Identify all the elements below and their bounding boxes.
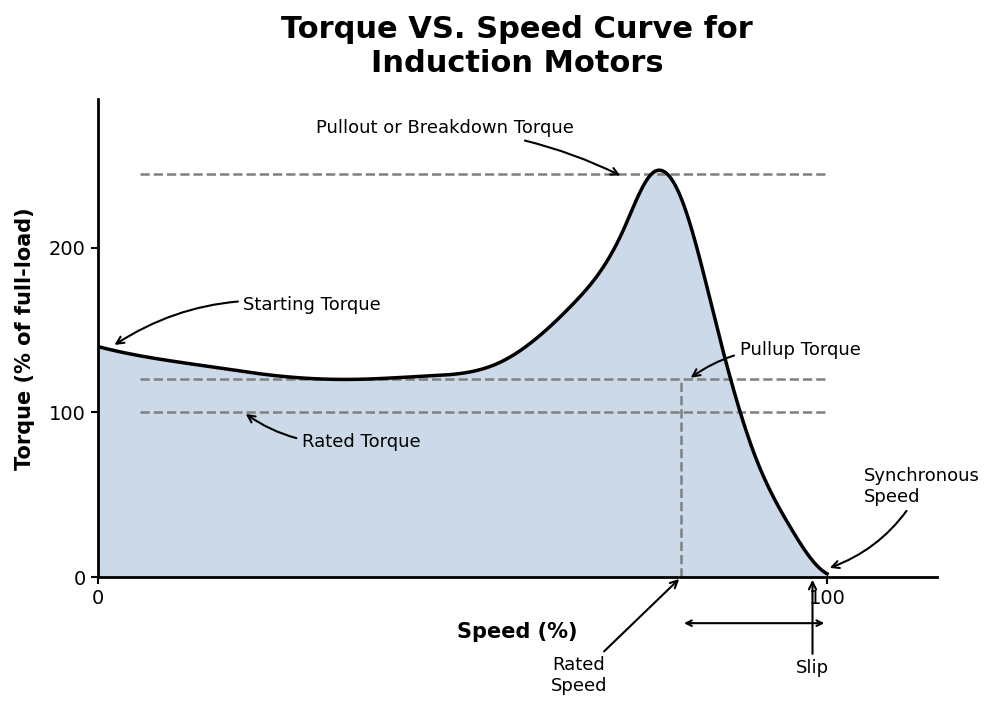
X-axis label: Speed (%): Speed (%): [457, 622, 577, 642]
Text: Synchronous
Speed: Synchronous Speed: [832, 467, 979, 568]
Text: Rated Torque: Rated Torque: [248, 415, 420, 451]
Text: Pullout or Breakdown Torque: Pullout or Breakdown Torque: [316, 119, 618, 174]
Text: Pullup Torque: Pullup Torque: [693, 341, 860, 377]
Title: Torque VS. Speed Curve for
Induction Motors: Torque VS. Speed Curve for Induction Mot…: [281, 15, 753, 77]
Text: Rated
Speed: Rated Speed: [551, 581, 678, 695]
Y-axis label: Torque (% of full-load): Torque (% of full-load): [15, 207, 35, 469]
Text: Starting Torque: Starting Torque: [116, 296, 381, 343]
Text: Slip: Slip: [796, 582, 829, 677]
